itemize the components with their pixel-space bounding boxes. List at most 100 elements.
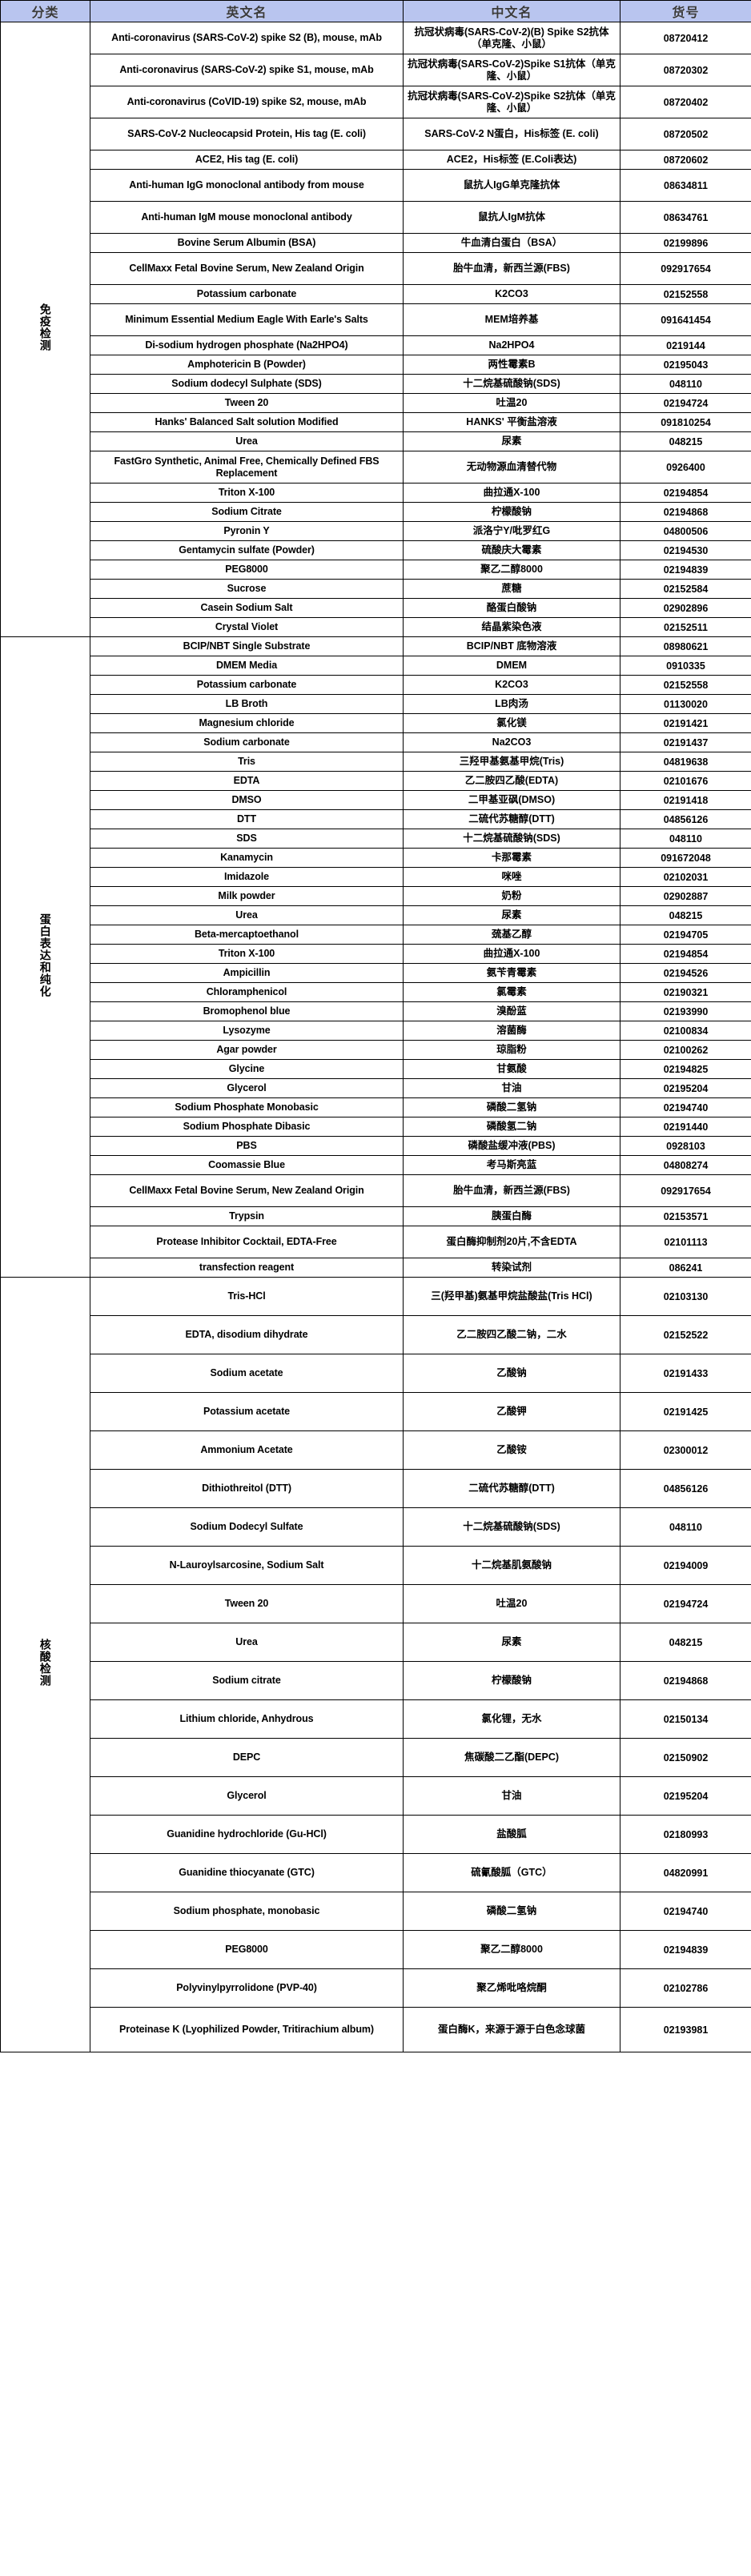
item-number-cell: 048110 — [620, 374, 751, 394]
item-number-cell: 048215 — [620, 1623, 751, 1662]
table-row: PBS 磷酸盐缓冲液(PBS) 0928103 — [1, 1136, 751, 1156]
item-number-cell: 08720502 — [620, 118, 751, 150]
chinese-name-cell: 十二烷基硫酸钠(SDS) — [403, 829, 620, 849]
item-number-cell: 02194724 — [620, 1584, 751, 1623]
chinese-name-cell: 三(羟甲基)氨基甲烷盐酸盐(Tris HCl) — [403, 1277, 620, 1316]
table-body: 免疫检测 Anti-coronavirus (SARS-CoV-2) spike … — [0, 22, 751, 2052]
chinese-name-cell: 卡那霉素 — [403, 848, 620, 868]
chinese-name-cell: 二硫代苏糖醇(DTT) — [403, 809, 620, 829]
english-name-cell: Imidazole — [90, 867, 404, 887]
item-number-cell: 091672048 — [620, 848, 751, 868]
table-row: Sodium Phosphate Monobasic 磷酸二氢钠 02194740 — [1, 1097, 751, 1117]
table-row: Potassium acetate 乙酸钾 02191425 — [1, 1392, 751, 1431]
chinese-name-cell: 盐酸胍 — [403, 1815, 620, 1854]
item-number-cell: 02152522 — [620, 1315, 751, 1354]
table-row: Agar powder 琼脂粉 02100262 — [1, 1040, 751, 1060]
table-row: Polyvinylpyrrolidone (PVP-40) 聚乙烯吡咯烷酮 0210… — [1, 1968, 751, 2008]
chinese-name-cell: 柠檬酸钠 — [403, 502, 620, 522]
column-header-chinese-name: 中文名 — [403, 0, 620, 22]
chinese-name-cell: SARS-CoV-2 N蛋白，His标签 (E. coli) — [403, 118, 620, 150]
table-row: Ammonium Acetate 乙酸铵 02300012 — [1, 1430, 751, 1470]
english-name-cell: PBS — [90, 1136, 404, 1156]
item-number-cell: 02194839 — [620, 1930, 751, 1969]
english-name-cell: Sodium acetate — [90, 1354, 404, 1393]
table-row: DMSO 二甲基亚砜(DMSO) 02191418 — [1, 790, 751, 810]
table-row: FastGro Synthetic, Animal Free, Chemical… — [1, 451, 751, 484]
chinese-name-cell: 琼脂粉 — [403, 1040, 620, 1060]
table-row: Pyronin Y 派洛宁Y/吡罗红G 04800506 — [1, 521, 751, 541]
english-name-cell: Guanidine thiocyanate (GTC) — [90, 1853, 404, 1892]
english-name-cell: Anti-human IgM mouse monoclonal antibody — [90, 201, 404, 234]
english-name-cell: Sodium Dodecyl Sulfate — [90, 1507, 404, 1547]
english-name-cell: Milk powder — [90, 886, 404, 906]
chinese-name-cell: 两性霉素B — [403, 355, 620, 375]
table-row: Anti-coronavirus (CoVID-19) spike S2, mo… — [1, 86, 751, 118]
english-name-cell: Tween 20 — [90, 1584, 404, 1623]
item-number-cell: 048110 — [620, 1507, 751, 1547]
item-number-cell: 02902887 — [620, 886, 751, 906]
item-number-cell: 02194854 — [620, 944, 751, 964]
item-number-cell: 02194825 — [620, 1059, 751, 1079]
english-name-cell: Dithiothreitol (DTT) — [90, 1469, 404, 1508]
table-row: LB Broth LB肉汤 01130020 — [1, 694, 751, 714]
chinese-name-cell: 吐温20 — [403, 1584, 620, 1623]
item-number-cell: 0928103 — [620, 1136, 751, 1156]
item-number-cell: 01130020 — [620, 694, 751, 714]
table-row: Sodium citrate 柠檬酸钠 02194868 — [1, 1661, 751, 1700]
item-number-cell: 04856126 — [620, 809, 751, 829]
english-name-cell: Coomassie Blue — [90, 1155, 404, 1175]
item-number-cell: 02191425 — [620, 1392, 751, 1431]
chinese-name-cell: 酪蛋白酸钠 — [403, 598, 620, 618]
item-number-cell: 0926400 — [620, 451, 751, 484]
item-number-cell: 02101676 — [620, 771, 751, 791]
chinese-name-cell: K2CO3 — [403, 675, 620, 695]
table-row: Potassium carbonate K2CO3 02152558 — [1, 284, 751, 304]
english-name-cell: Bovine Serum Albumin (BSA) — [90, 233, 404, 253]
chinese-name-cell: 抗冠状病毒(SARS-CoV-2)Spike S2抗体（单克隆、小鼠） — [403, 86, 620, 118]
english-name-cell: Potassium carbonate — [90, 284, 404, 304]
item-number-cell: 02194530 — [620, 540, 751, 560]
table-row: Casein Sodium Salt 酪蛋白酸钠 02902896 — [1, 598, 751, 618]
english-name-cell: Glycine — [90, 1059, 404, 1079]
table-row: Anti-human IgG monoclonal antibody from … — [1, 169, 751, 202]
chinese-name-cell: 聚乙二醇8000 — [403, 560, 620, 580]
chinese-name-cell: 派洛宁Y/吡罗红G — [403, 521, 620, 541]
chinese-name-cell: 乙酸钠 — [403, 1354, 620, 1393]
table-header: 分类 英文名 中文名 货号 — [0, 0, 751, 22]
chinese-name-cell: 氯霉素 — [403, 982, 620, 1002]
english-name-cell: Beta-mercaptoethanol — [90, 925, 404, 945]
english-name-cell: Ammonium Acetate — [90, 1430, 404, 1470]
table-row: transfection reagent 转染试剂 086241 — [1, 1258, 751, 1278]
chinese-name-cell: 巯基乙醇 — [403, 925, 620, 945]
table-row: Ampicillin 氨苄青霉素 02194526 — [1, 963, 751, 983]
english-name-cell: Urea — [90, 905, 404, 925]
item-number-cell: 048110 — [620, 829, 751, 849]
chinese-name-cell: MEM培养基 — [403, 303, 620, 336]
item-number-cell: 08634761 — [620, 201, 751, 234]
item-number-cell: 08720602 — [620, 150, 751, 170]
item-number-cell: 02195204 — [620, 1078, 751, 1098]
english-name-cell: Sodium Phosphate Dibasic — [90, 1117, 404, 1137]
english-name-cell: Sodium phosphate, monobasic — [90, 1892, 404, 1931]
english-name-cell: ACE2, His tag (E. coli) — [90, 150, 404, 170]
item-number-cell: 02300012 — [620, 1430, 751, 1470]
column-header-item-number: 货号 — [620, 0, 751, 22]
chinese-name-cell: 乙酸钾 — [403, 1392, 620, 1431]
english-name-cell: N-Lauroylsarcosine, Sodium Salt — [90, 1546, 404, 1585]
table-row: CellMaxx Fetal Bovine Serum, New Zealand… — [1, 1174, 751, 1207]
item-number-cell: 08720402 — [620, 86, 751, 118]
english-name-cell: EDTA — [90, 771, 404, 791]
table-row: Sodium phosphate, monobasic 磷酸二氢钠 02194740 — [1, 1892, 751, 1931]
english-name-cell: SDS — [90, 829, 404, 849]
chinese-name-cell: 十二烷基肌氨酸钠 — [403, 1546, 620, 1585]
english-name-cell: Lysozyme — [90, 1021, 404, 1041]
english-name-cell: Tween 20 — [90, 393, 404, 413]
item-number-cell: 08634811 — [620, 169, 751, 202]
chinese-name-cell: 咪唑 — [403, 867, 620, 887]
item-number-cell: 02152584 — [620, 579, 751, 599]
item-number-cell: 02100834 — [620, 1021, 751, 1041]
item-number-cell: 048215 — [620, 431, 751, 451]
item-number-cell: 02194868 — [620, 1661, 751, 1700]
item-number-cell: 091810254 — [620, 412, 751, 432]
chinese-name-cell: 乙二胺四乙酸(EDTA) — [403, 771, 620, 791]
